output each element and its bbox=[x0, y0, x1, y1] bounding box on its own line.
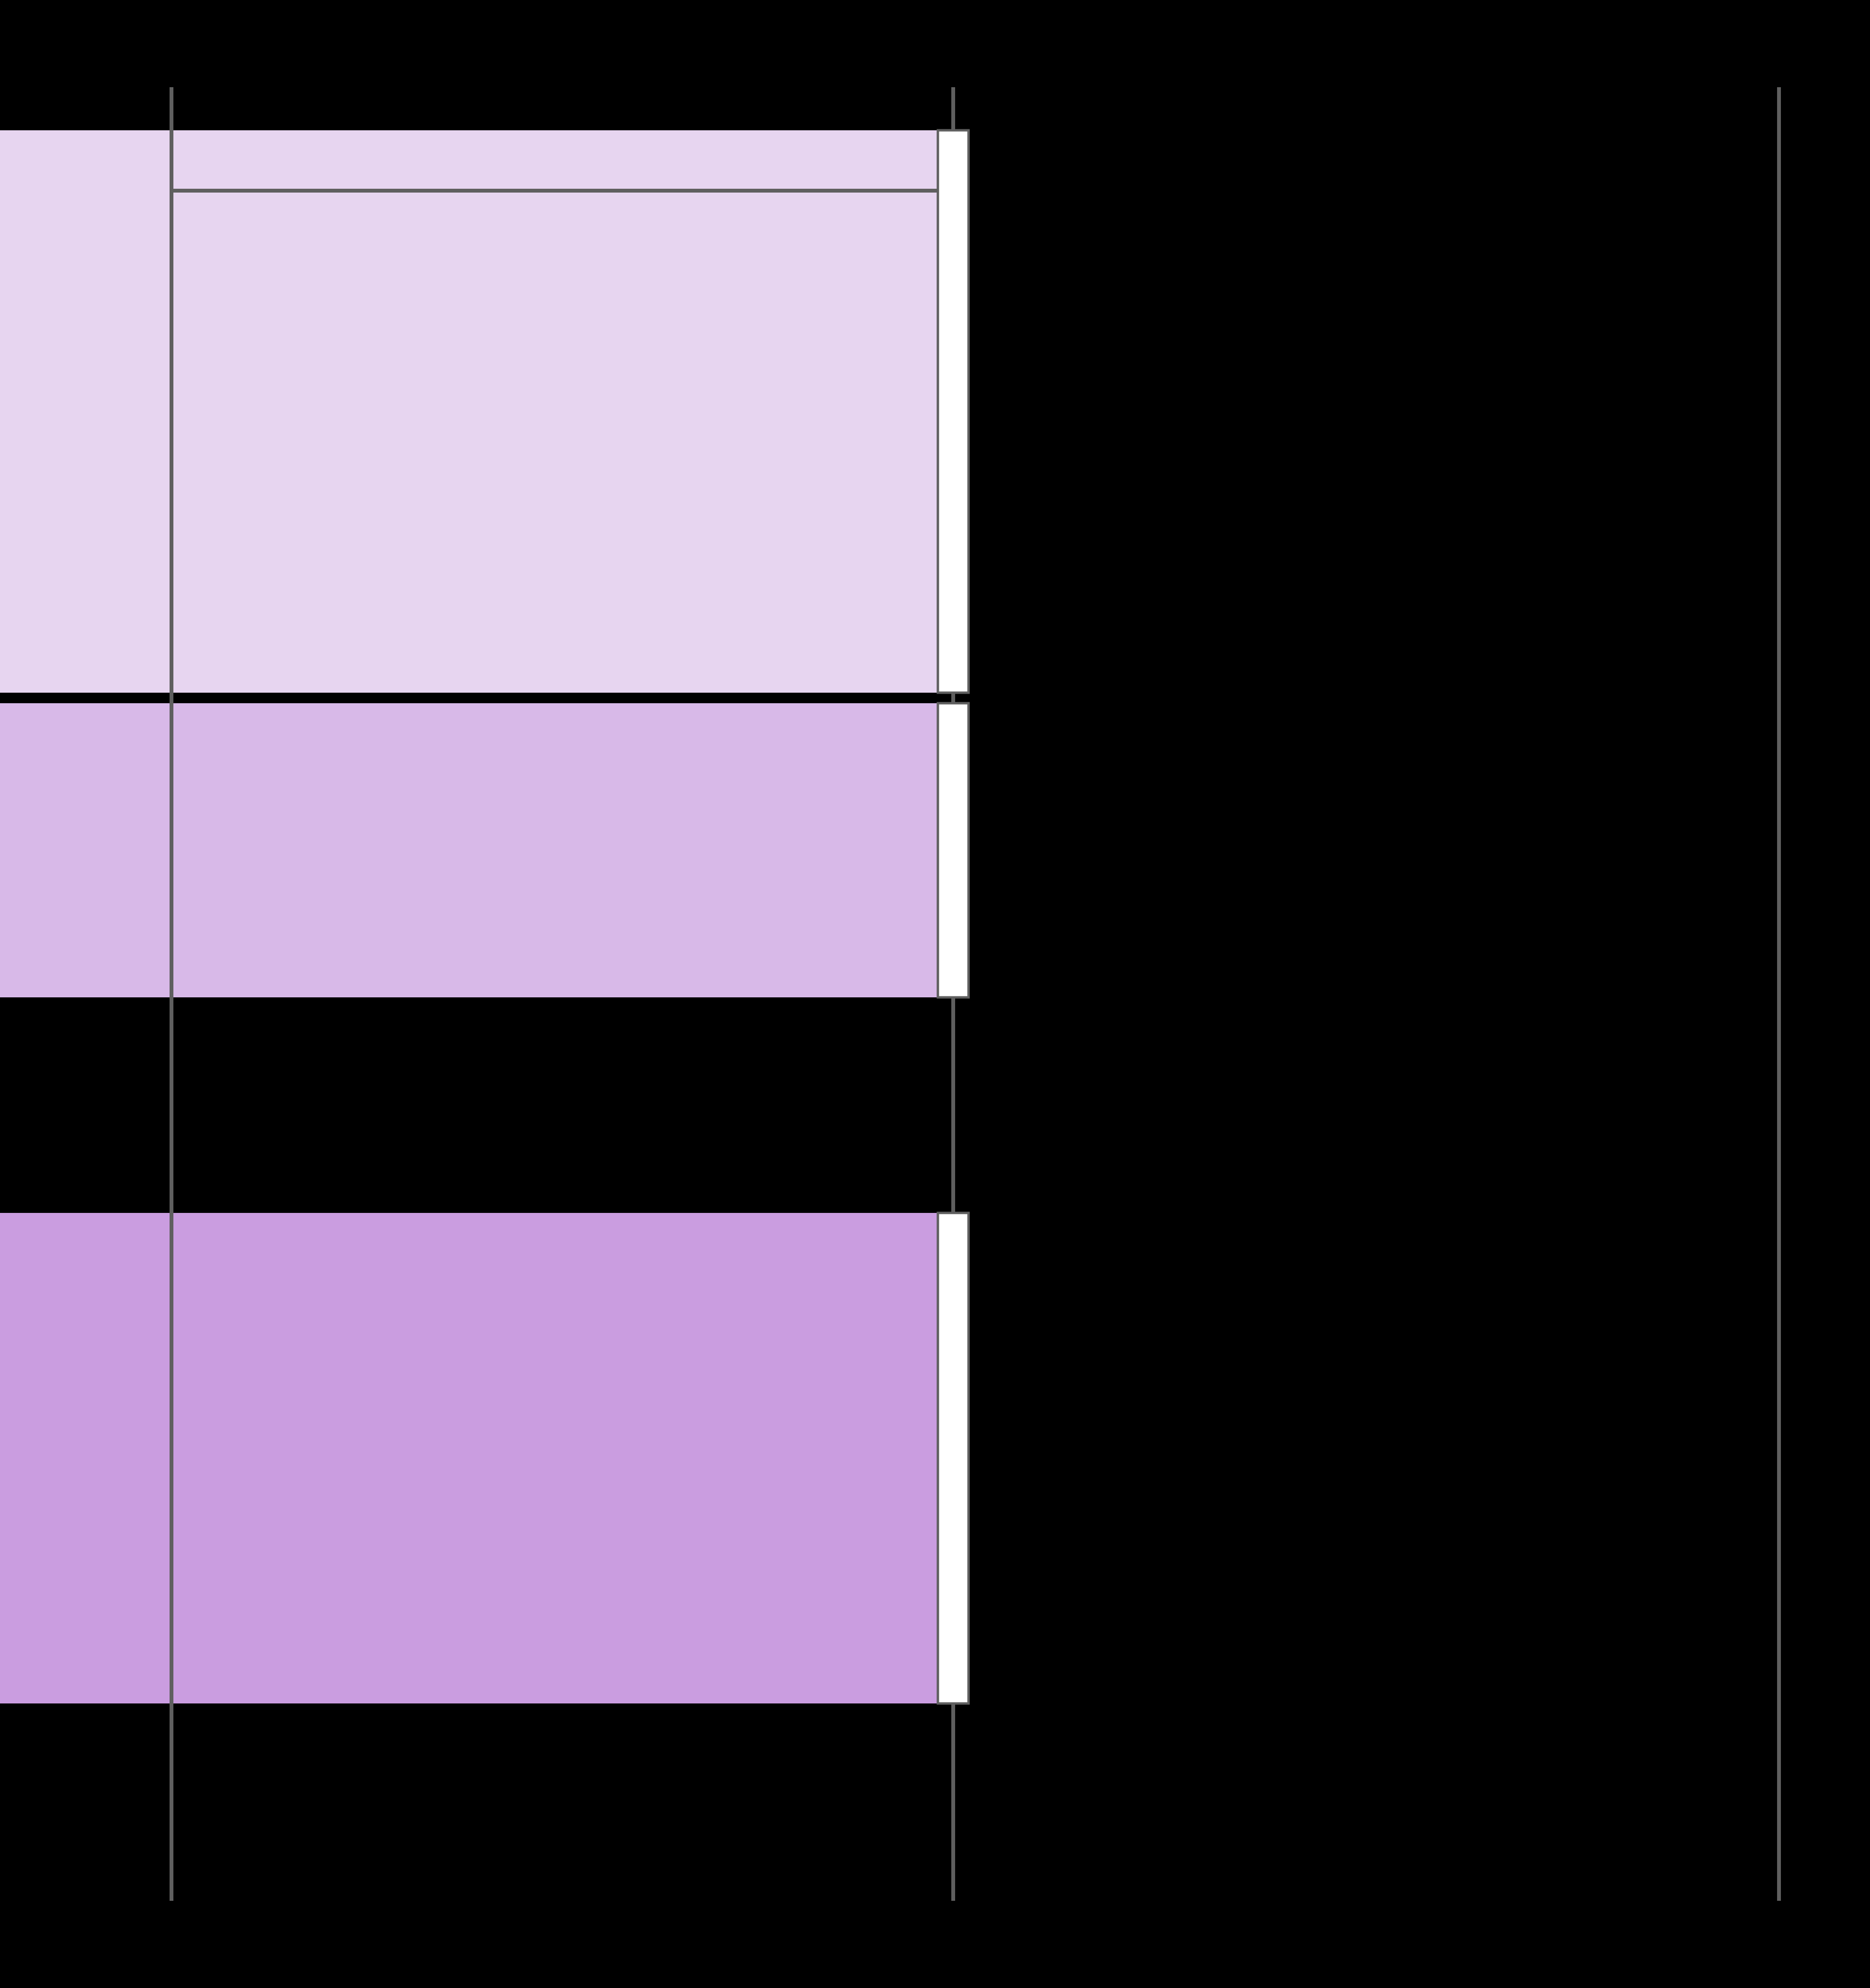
phase-band-1 bbox=[0, 130, 969, 693]
sequence-svg bbox=[0, 0, 1870, 1988]
activation-api-1 bbox=[938, 703, 969, 997]
activation-api-2 bbox=[938, 1213, 969, 1703]
phase-band-2 bbox=[0, 703, 969, 997]
sequence-diagram bbox=[0, 0, 1870, 1988]
phase-band-3 bbox=[0, 1213, 969, 1703]
activation-api-0 bbox=[938, 130, 969, 693]
